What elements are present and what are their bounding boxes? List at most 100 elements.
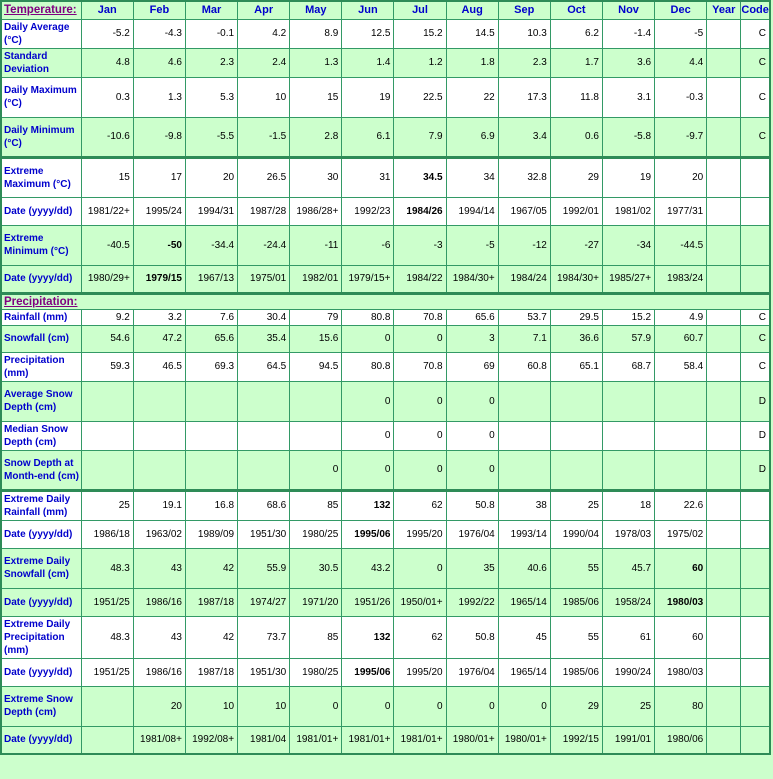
- temperature-section-header[interactable]: Temperature:: [0, 0, 82, 20]
- code-cell: C: [740, 18, 771, 49]
- data-cell: [80, 449, 134, 491]
- row-label: Extreme Snow Depth (cm): [0, 685, 82, 727]
- data-cell: 1995/20: [393, 657, 447, 687]
- data-cell: [237, 449, 291, 491]
- data-cell: 53.7: [497, 308, 551, 326]
- row-label: Daily Average (°C): [0, 18, 82, 49]
- row-label: Date (yyyy/dd): [0, 657, 82, 687]
- data-cell: -1.5: [237, 116, 291, 158]
- data-cell: [289, 420, 343, 451]
- code-cell: [740, 547, 771, 589]
- data-cell: 29.5: [549, 308, 603, 326]
- table-row: Daily Maximum (°C) 0.3 1.3 5.3 10 15 19 22.5 22 1…: [0, 76, 771, 118]
- data-cell: -12: [497, 224, 551, 266]
- code-cell: C: [740, 324, 771, 353]
- data-cell: 80.8: [341, 351, 395, 382]
- row-label: Extreme Minimum (°C): [0, 224, 82, 266]
- data-cell: 1963/02: [132, 519, 186, 549]
- data-cell: 10: [184, 685, 239, 727]
- data-cell: 1.3: [289, 47, 343, 78]
- table-row: Date (yyyy/dd) 1951/25 1986/16 1987/18 1974/…: [0, 587, 771, 617]
- data-cell: 1978/03: [601, 519, 656, 549]
- data-cell: 1986/16: [132, 657, 186, 687]
- data-cell: [549, 380, 603, 422]
- col-header-jul: Jul: [393, 0, 447, 20]
- data-cell: [654, 420, 708, 451]
- data-cell: 22.6: [654, 488, 708, 521]
- data-cell: 1.4: [341, 47, 395, 78]
- year-cell: [706, 725, 742, 755]
- data-cell: 0: [497, 685, 551, 727]
- data-cell: 3.4: [497, 116, 551, 158]
- year-cell: [706, 76, 742, 118]
- table-row: Extreme Daily Precipitation (mm) 48.3 43 42…: [0, 615, 771, 659]
- data-cell: 58.4: [654, 351, 708, 382]
- precipitation-section-header[interactable]: Precipitation:: [0, 291, 771, 310]
- table-row: Date (yyyy/dd) 1986/18 1963/02 1989/09 1951/…: [0, 519, 771, 549]
- data-cell: 10: [237, 685, 291, 727]
- data-cell: 4.9: [654, 308, 708, 326]
- data-cell: 29: [549, 155, 603, 198]
- data-cell: 79: [289, 308, 343, 326]
- data-cell: 9.2: [80, 308, 134, 326]
- data-cell: 2.3: [497, 47, 551, 78]
- data-cell: 1986/28+: [289, 196, 343, 226]
- data-cell: 35.4: [237, 324, 291, 353]
- table-row: Extreme Maximum (°C) 15 17 20 26.5 30 31 34.5 34…: [0, 155, 771, 198]
- data-cell: 61: [601, 615, 656, 659]
- col-header-sep: Sep: [497, 0, 551, 20]
- data-cell: 62: [393, 488, 447, 521]
- data-cell: 60.7: [654, 324, 708, 353]
- data-cell: 1.7: [549, 47, 603, 78]
- data-cell: 47.2: [132, 324, 186, 353]
- row-label: Extreme Maximum (°C): [0, 155, 82, 198]
- data-cell: 69: [445, 351, 499, 382]
- data-cell: [601, 420, 656, 451]
- data-cell: 1984/22: [393, 264, 447, 294]
- data-cell: 0: [393, 324, 447, 353]
- data-cell: 31: [341, 155, 395, 198]
- data-cell: 0: [393, 380, 447, 422]
- data-cell: -44.5: [654, 224, 708, 266]
- table-row: Date (yyyy/dd) 1981/22+ 1995/24 1994/31 1987…: [0, 196, 771, 226]
- code-cell: [740, 155, 771, 198]
- data-cell: 1992/22: [445, 587, 499, 617]
- row-label: Precipitation (mm): [0, 351, 82, 382]
- data-cell: 42: [184, 547, 239, 589]
- data-cell: 1981/22+: [80, 196, 134, 226]
- data-cell: 22: [445, 76, 499, 118]
- data-cell: 55.9: [237, 547, 291, 589]
- data-cell: 0.3: [80, 76, 134, 118]
- data-cell: 1983/24: [654, 264, 708, 294]
- data-cell: 7.9: [393, 116, 447, 158]
- data-cell: 0: [445, 449, 499, 491]
- table-row: Date (yyyy/dd) 1980/29+ 1979/15 1967/13 1975…: [0, 264, 771, 294]
- data-cell: 34.5: [393, 155, 447, 198]
- col-header-jun: Jun: [341, 0, 395, 20]
- code-cell: D: [740, 380, 771, 422]
- row-label: Extreme Daily Precipitation (mm): [0, 615, 82, 659]
- data-cell: 1989/09: [184, 519, 239, 549]
- data-cell: 1981/04: [237, 725, 291, 755]
- year-cell: [706, 47, 742, 78]
- data-cell: [549, 449, 603, 491]
- data-cell: 1986/18: [80, 519, 134, 549]
- year-cell: [706, 264, 742, 294]
- data-cell: 1980/29+: [80, 264, 134, 294]
- data-cell: 15: [289, 76, 343, 118]
- data-cell: [80, 685, 134, 727]
- data-cell: 8.9: [289, 18, 343, 49]
- data-cell: 19: [601, 155, 656, 198]
- data-cell: 1987/18: [184, 587, 239, 617]
- table-row: Daily Average (°C) -5.2 -4.3 -0.1 4.2 8.9 12.5…: [0, 18, 771, 49]
- data-cell: 1958/24: [601, 587, 656, 617]
- data-cell: 1993/14: [497, 519, 551, 549]
- data-cell: 16.8: [184, 488, 239, 521]
- row-label: Standard Deviation: [0, 47, 82, 78]
- code-cell: [740, 196, 771, 226]
- data-cell: 1985/06: [549, 587, 603, 617]
- data-cell: 70.8: [393, 351, 447, 382]
- data-cell: 1.2: [393, 47, 447, 78]
- data-cell: [132, 420, 186, 451]
- code-cell: [740, 519, 771, 549]
